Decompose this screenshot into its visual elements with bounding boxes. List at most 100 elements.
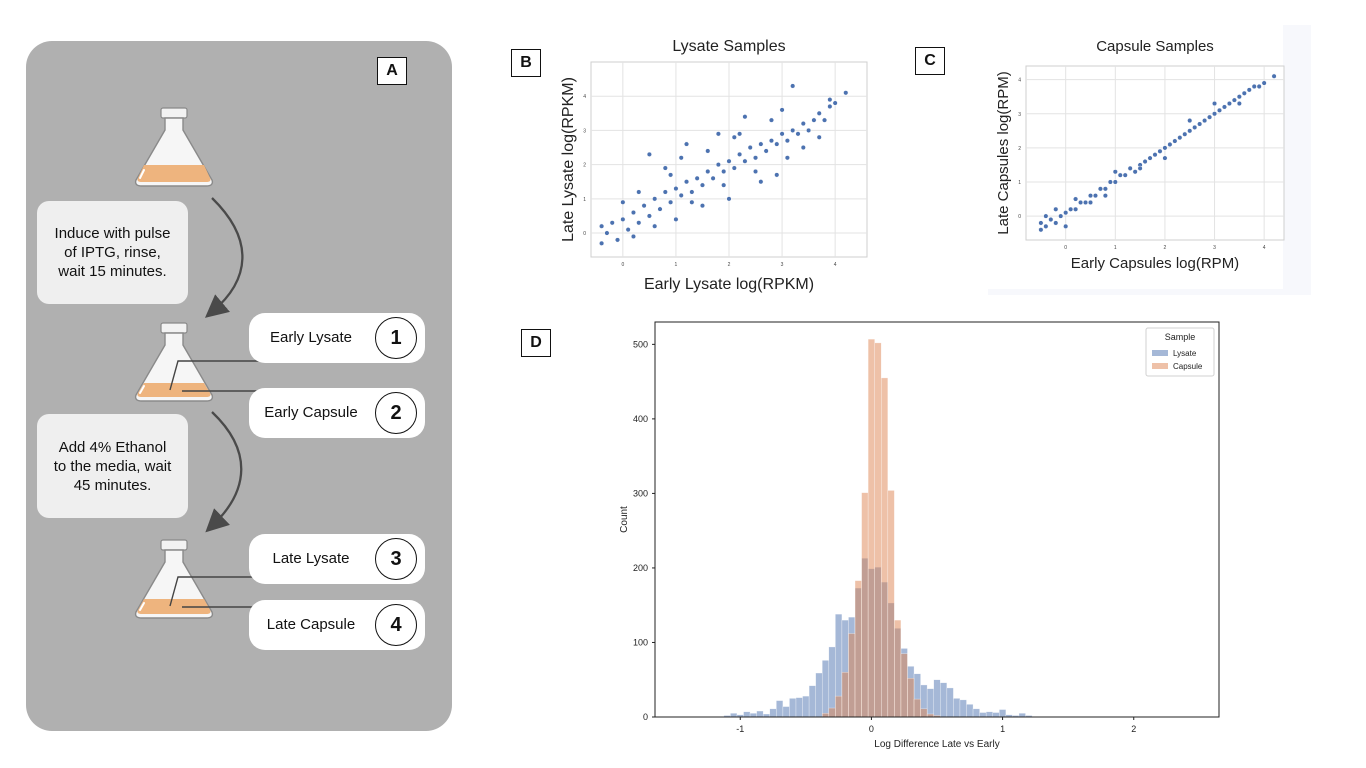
histogram-bar-lysate xyxy=(926,688,934,718)
scatter-point xyxy=(1112,179,1118,185)
scatter-point xyxy=(646,151,652,157)
sample-number: 1 xyxy=(375,317,417,359)
sample-label: Late Lysate xyxy=(272,550,350,567)
scatter-point xyxy=(1063,223,1069,229)
y-tick-label: 1 xyxy=(583,197,586,203)
scatter-point xyxy=(1192,124,1198,130)
arrow-step-1 xyxy=(204,197,244,318)
sample-late-capsule: Late Capsule 4 xyxy=(249,600,425,650)
x-axis-label: Log Difference Late vs Early xyxy=(874,739,999,750)
flask-icon-late xyxy=(134,539,214,619)
lysate-scatter-chart: 0 1 2 3 4 0 1 2 3 4 Lysate Samples Early Lysate log… xyxy=(560,38,868,293)
scatter-point xyxy=(1236,94,1242,100)
sample-early-capsule: Early Capsule 2 xyxy=(249,388,425,438)
scatter-point xyxy=(1078,199,1084,206)
scatter-point xyxy=(800,121,806,127)
scatter-point xyxy=(673,186,679,192)
sample-label: Late Capsule xyxy=(266,616,356,633)
sample-number: 4 xyxy=(375,604,417,646)
step-box-induce: Induce with pulse of IPTG, rinse, wait 1… xyxy=(37,201,188,304)
scatter-point xyxy=(1048,216,1054,223)
scatter-point xyxy=(599,240,605,246)
scatter-point xyxy=(774,172,780,178)
histogram-bar-capsule xyxy=(854,580,862,718)
histogram-bar-capsule xyxy=(913,698,921,718)
sample-early-lysate: Early Lysate 1 xyxy=(249,313,425,363)
scatter-point xyxy=(1241,90,1247,96)
x-tick-label: 3 xyxy=(1213,245,1216,251)
y-axis-label: Late Capsules log(RPM) xyxy=(995,71,1012,234)
scatter-point xyxy=(1187,128,1193,134)
scatter-point xyxy=(715,162,721,168)
x-axis-label: Early Capsules log(RPM) xyxy=(1071,255,1239,272)
scatter-point xyxy=(699,203,706,209)
x-tick-label: 2 xyxy=(1164,245,1167,251)
x-tick-label: 4 xyxy=(1263,245,1266,251)
histogram-bar-lysate xyxy=(815,672,823,718)
scatter-point xyxy=(715,131,721,137)
scatter-point xyxy=(1117,172,1123,178)
x-axis-label: Early Lysate log(RPKM) xyxy=(644,276,814,293)
scatter-point xyxy=(604,230,610,236)
scatter-point xyxy=(768,138,775,144)
scatter-point xyxy=(1152,152,1158,158)
scatter-point xyxy=(1107,179,1113,185)
scatter-point xyxy=(800,144,806,151)
chart-title: Lysate Samples xyxy=(672,38,785,55)
histogram-bar-capsule xyxy=(881,377,889,718)
capsule-scatter-chart: 0 1 2 3 4 0 1 2 3 4 Capsule Samples Early Capsules … xyxy=(995,38,1285,272)
x-tick-label: -1 xyxy=(736,724,744,734)
scatter-point xyxy=(710,175,716,181)
legend-title: Sample xyxy=(1165,332,1196,342)
histogram-bar-lysate xyxy=(795,697,803,718)
scatter-point xyxy=(1187,118,1193,124)
scatter-point xyxy=(758,141,764,147)
y-axis-label: Count xyxy=(619,506,630,533)
scatter-point xyxy=(705,168,711,175)
scatter-point xyxy=(1122,172,1128,178)
y-tick-label: 200 xyxy=(633,563,648,573)
scatter-point xyxy=(726,196,732,202)
panel-c-tag: C xyxy=(915,47,945,75)
scatter-point xyxy=(652,223,658,229)
y-tick-label: 0 xyxy=(583,231,586,237)
scatter-point xyxy=(1177,135,1183,141)
scatter-point xyxy=(1216,107,1223,113)
scatter-point xyxy=(689,199,695,205)
scatter-point xyxy=(694,175,700,181)
scatter-point xyxy=(811,117,817,123)
histogram-bar-lysate xyxy=(972,708,980,718)
scatter-point xyxy=(1063,210,1069,216)
histogram-bar-capsule xyxy=(861,492,869,718)
scatter-point xyxy=(827,97,833,103)
arrow-step-2 xyxy=(205,411,243,533)
scatter-point xyxy=(1256,83,1262,90)
scatter-point xyxy=(689,189,695,195)
scatter-point xyxy=(636,189,642,195)
scatter-point xyxy=(1073,206,1079,212)
scatter-point xyxy=(721,182,727,188)
scatter-point xyxy=(1053,220,1059,226)
scatter-point xyxy=(1102,186,1108,192)
scatter-point xyxy=(620,199,626,205)
scatter-point xyxy=(1073,196,1079,202)
scatter-point xyxy=(1207,114,1213,120)
scatter-point xyxy=(1226,100,1232,107)
scatter-point xyxy=(843,90,849,96)
scatter-point xyxy=(1142,158,1148,165)
scatter-point xyxy=(652,196,658,202)
histogram-bar-lysate xyxy=(940,682,948,718)
scatter-point xyxy=(827,103,833,110)
x-tick-label: 1 xyxy=(675,262,678,268)
y-tick-label: 1 xyxy=(1018,180,1021,186)
scatter-point xyxy=(609,220,615,226)
scatter-point xyxy=(1053,206,1059,212)
scatter-point xyxy=(678,192,684,198)
connector-late-lysate xyxy=(169,576,270,607)
x-tick-label: 0 xyxy=(621,262,624,268)
scatter-point xyxy=(816,110,822,116)
histogram-bar-lysate xyxy=(821,660,830,718)
panel-a-drawing xyxy=(134,107,270,619)
flask-icon-early xyxy=(134,322,214,402)
histogram-bar-lysate xyxy=(933,679,941,718)
